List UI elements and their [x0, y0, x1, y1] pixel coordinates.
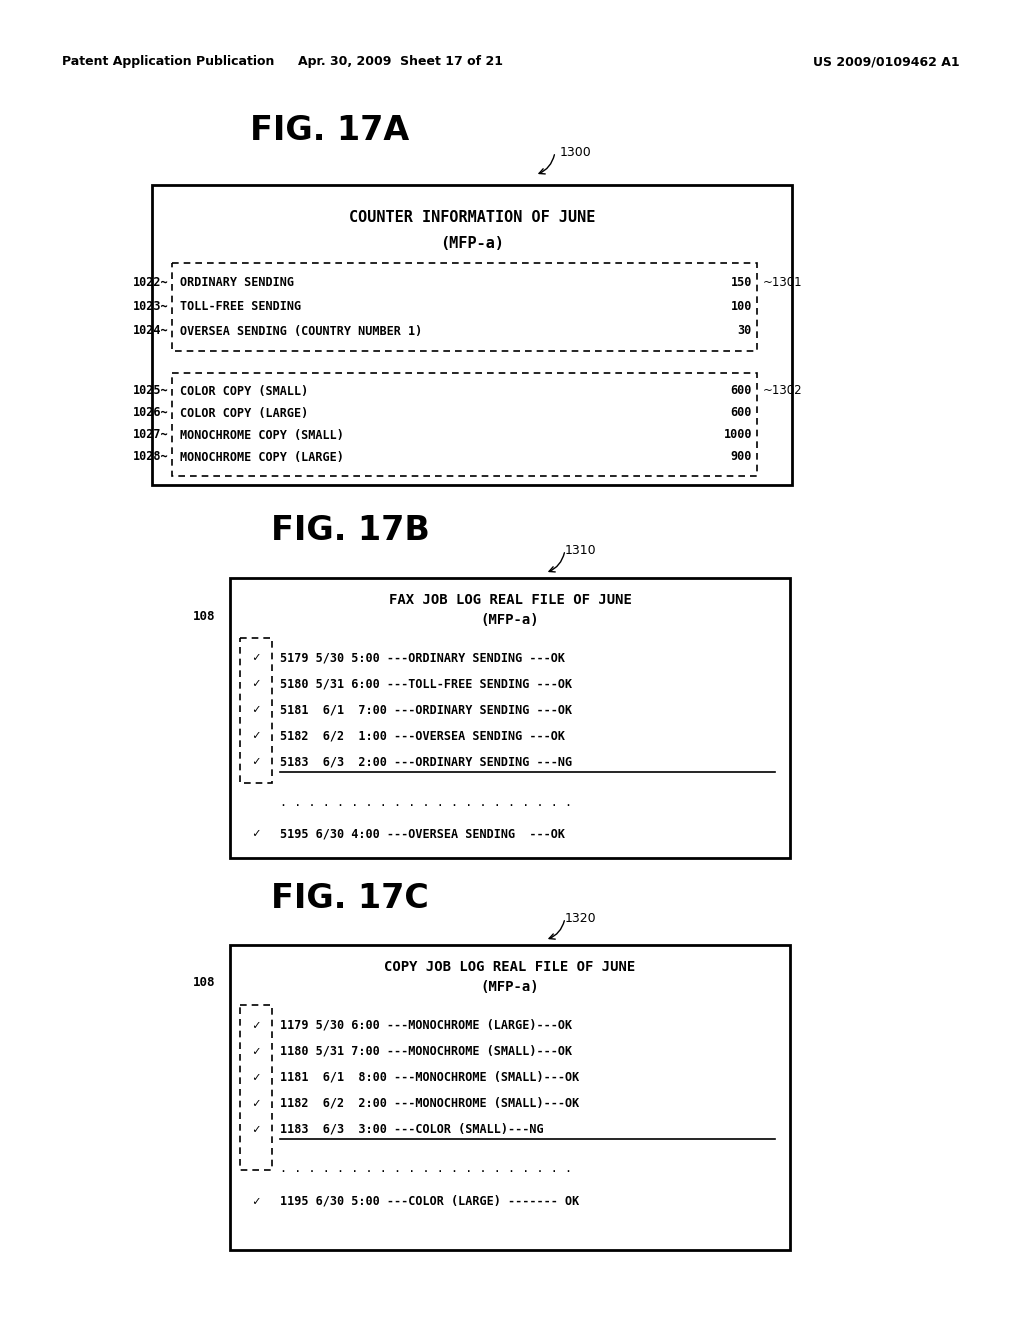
Text: US 2009/0109462 A1: US 2009/0109462 A1	[813, 55, 961, 69]
Text: (MFP-a): (MFP-a)	[440, 235, 504, 251]
Text: ✓: ✓	[252, 1097, 260, 1110]
Text: 1027~: 1027~	[132, 429, 168, 441]
Bar	[172, 374, 757, 477]
Text: 1024~: 1024~	[132, 325, 168, 338]
Text: OVERSEA SENDING (COUNTRY NUMBER 1): OVERSEA SENDING (COUNTRY NUMBER 1)	[180, 325, 422, 338]
Text: 5180 5/31 6:00 ---TOLL-FREE SENDING ---OK: 5180 5/31 6:00 ---TOLL-FREE SENDING ---O…	[280, 677, 572, 690]
Text: TOLL-FREE SENDING: TOLL-FREE SENDING	[180, 301, 301, 314]
Text: ✓: ✓	[252, 755, 260, 768]
Text: FAX JOB LOG REAL FILE OF JUNE: FAX JOB LOG REAL FILE OF JUNE	[388, 593, 632, 607]
Text: 1022~: 1022~	[132, 276, 168, 289]
Text: 1183  6/3  3:00 ---COLOR (SMALL)---NG: 1183 6/3 3:00 ---COLOR (SMALL)---NG	[280, 1122, 544, 1135]
Text: ✓: ✓	[252, 1044, 260, 1057]
Text: ~1302: ~1302	[763, 384, 803, 397]
Text: 1179 5/30 6:00 ---MONOCHROME (LARGE)---OK: 1179 5/30 6:00 ---MONOCHROME (LARGE)---O…	[280, 1019, 572, 1031]
Text: FIG. 17A: FIG. 17A	[251, 114, 410, 147]
Bar	[172, 263, 757, 351]
Text: 900: 900	[731, 450, 752, 463]
Text: 5179 5/30 5:00 ---ORDINARY SENDING ---OK: 5179 5/30 5:00 ---ORDINARY SENDING ---OK	[280, 652, 565, 664]
Text: 1310: 1310	[565, 544, 597, 557]
Text: 600: 600	[731, 384, 752, 397]
Text: 150: 150	[731, 276, 752, 289]
Text: 1000: 1000	[724, 429, 752, 441]
Text: ✓: ✓	[252, 1019, 260, 1031]
Text: FIG. 17C: FIG. 17C	[271, 882, 429, 915]
Text: (MFP-a): (MFP-a)	[480, 612, 540, 627]
Text: ✓: ✓	[252, 1071, 260, 1084]
Text: ✓: ✓	[252, 1122, 260, 1135]
Text: Apr. 30, 2009  Sheet 17 of 21: Apr. 30, 2009 Sheet 17 of 21	[298, 55, 503, 69]
Text: 1195 6/30 5:00 ---COLOR (LARGE) ------- OK: 1195 6/30 5:00 ---COLOR (LARGE) ------- …	[280, 1195, 580, 1208]
Bar	[152, 185, 792, 484]
Text: FIG. 17B: FIG. 17B	[270, 513, 429, 546]
Bar	[240, 1005, 272, 1170]
Text: 5182  6/2  1:00 ---OVERSEA SENDING ---OK: 5182 6/2 1:00 ---OVERSEA SENDING ---OK	[280, 730, 565, 742]
Text: ~1301: ~1301	[763, 276, 803, 289]
Text: COUNTER INFORMATION OF JUNE: COUNTER INFORMATION OF JUNE	[349, 210, 595, 224]
Text: 5195 6/30 4:00 ---OVERSEA SENDING  ---OK: 5195 6/30 4:00 ---OVERSEA SENDING ---OK	[280, 828, 565, 841]
Text: 1300: 1300	[560, 145, 592, 158]
Text: 108: 108	[193, 610, 215, 623]
Text: 600: 600	[731, 407, 752, 420]
Text: COLOR COPY (SMALL): COLOR COPY (SMALL)	[180, 384, 308, 397]
Text: MONOCHROME COPY (LARGE): MONOCHROME COPY (LARGE)	[180, 450, 344, 463]
Text: 30: 30	[737, 325, 752, 338]
Text: 5181  6/1  7:00 ---ORDINARY SENDING ---OK: 5181 6/1 7:00 ---ORDINARY SENDING ---OK	[280, 704, 572, 717]
Text: ✓: ✓	[252, 652, 260, 664]
Text: COLOR COPY (LARGE): COLOR COPY (LARGE)	[180, 407, 308, 420]
Text: 1023~: 1023~	[132, 301, 168, 314]
Text: 5183  6/3  2:00 ---ORDINARY SENDING ---NG: 5183 6/3 2:00 ---ORDINARY SENDING ---NG	[280, 755, 572, 768]
Text: ✓: ✓	[252, 730, 260, 742]
Bar	[230, 578, 790, 858]
Text: Patent Application Publication: Patent Application Publication	[62, 55, 274, 69]
Text: 1320: 1320	[565, 912, 597, 924]
Text: . . . . . . . . . . . . . . . . . . . . .: . . . . . . . . . . . . . . . . . . . . …	[280, 1163, 572, 1176]
Text: 1026~: 1026~	[132, 407, 168, 420]
Text: . . . . . . . . . . . . . . . . . . . . .: . . . . . . . . . . . . . . . . . . . . …	[280, 796, 572, 808]
Text: MONOCHROME COPY (SMALL): MONOCHROME COPY (SMALL)	[180, 429, 344, 441]
Text: 1028~: 1028~	[132, 450, 168, 463]
Text: 1025~: 1025~	[132, 384, 168, 397]
Text: 1181  6/1  8:00 ---MONOCHROME (SMALL)---OK: 1181 6/1 8:00 ---MONOCHROME (SMALL)---OK	[280, 1071, 580, 1084]
Text: 108: 108	[193, 977, 215, 990]
Bar	[240, 638, 272, 783]
Text: ✓: ✓	[252, 704, 260, 717]
Bar	[230, 945, 790, 1250]
Text: ✓: ✓	[252, 1195, 260, 1208]
Text: ORDINARY SENDING: ORDINARY SENDING	[180, 276, 294, 289]
Text: COPY JOB LOG REAL FILE OF JUNE: COPY JOB LOG REAL FILE OF JUNE	[384, 960, 636, 974]
Text: (MFP-a): (MFP-a)	[480, 979, 540, 994]
Text: 100: 100	[731, 301, 752, 314]
Text: 1182  6/2  2:00 ---MONOCHROME (SMALL)---OK: 1182 6/2 2:00 ---MONOCHROME (SMALL)---OK	[280, 1097, 580, 1110]
Text: ✓: ✓	[252, 677, 260, 690]
Text: ✓: ✓	[252, 828, 260, 841]
Text: 1180 5/31 7:00 ---MONOCHROME (SMALL)---OK: 1180 5/31 7:00 ---MONOCHROME (SMALL)---O…	[280, 1044, 572, 1057]
